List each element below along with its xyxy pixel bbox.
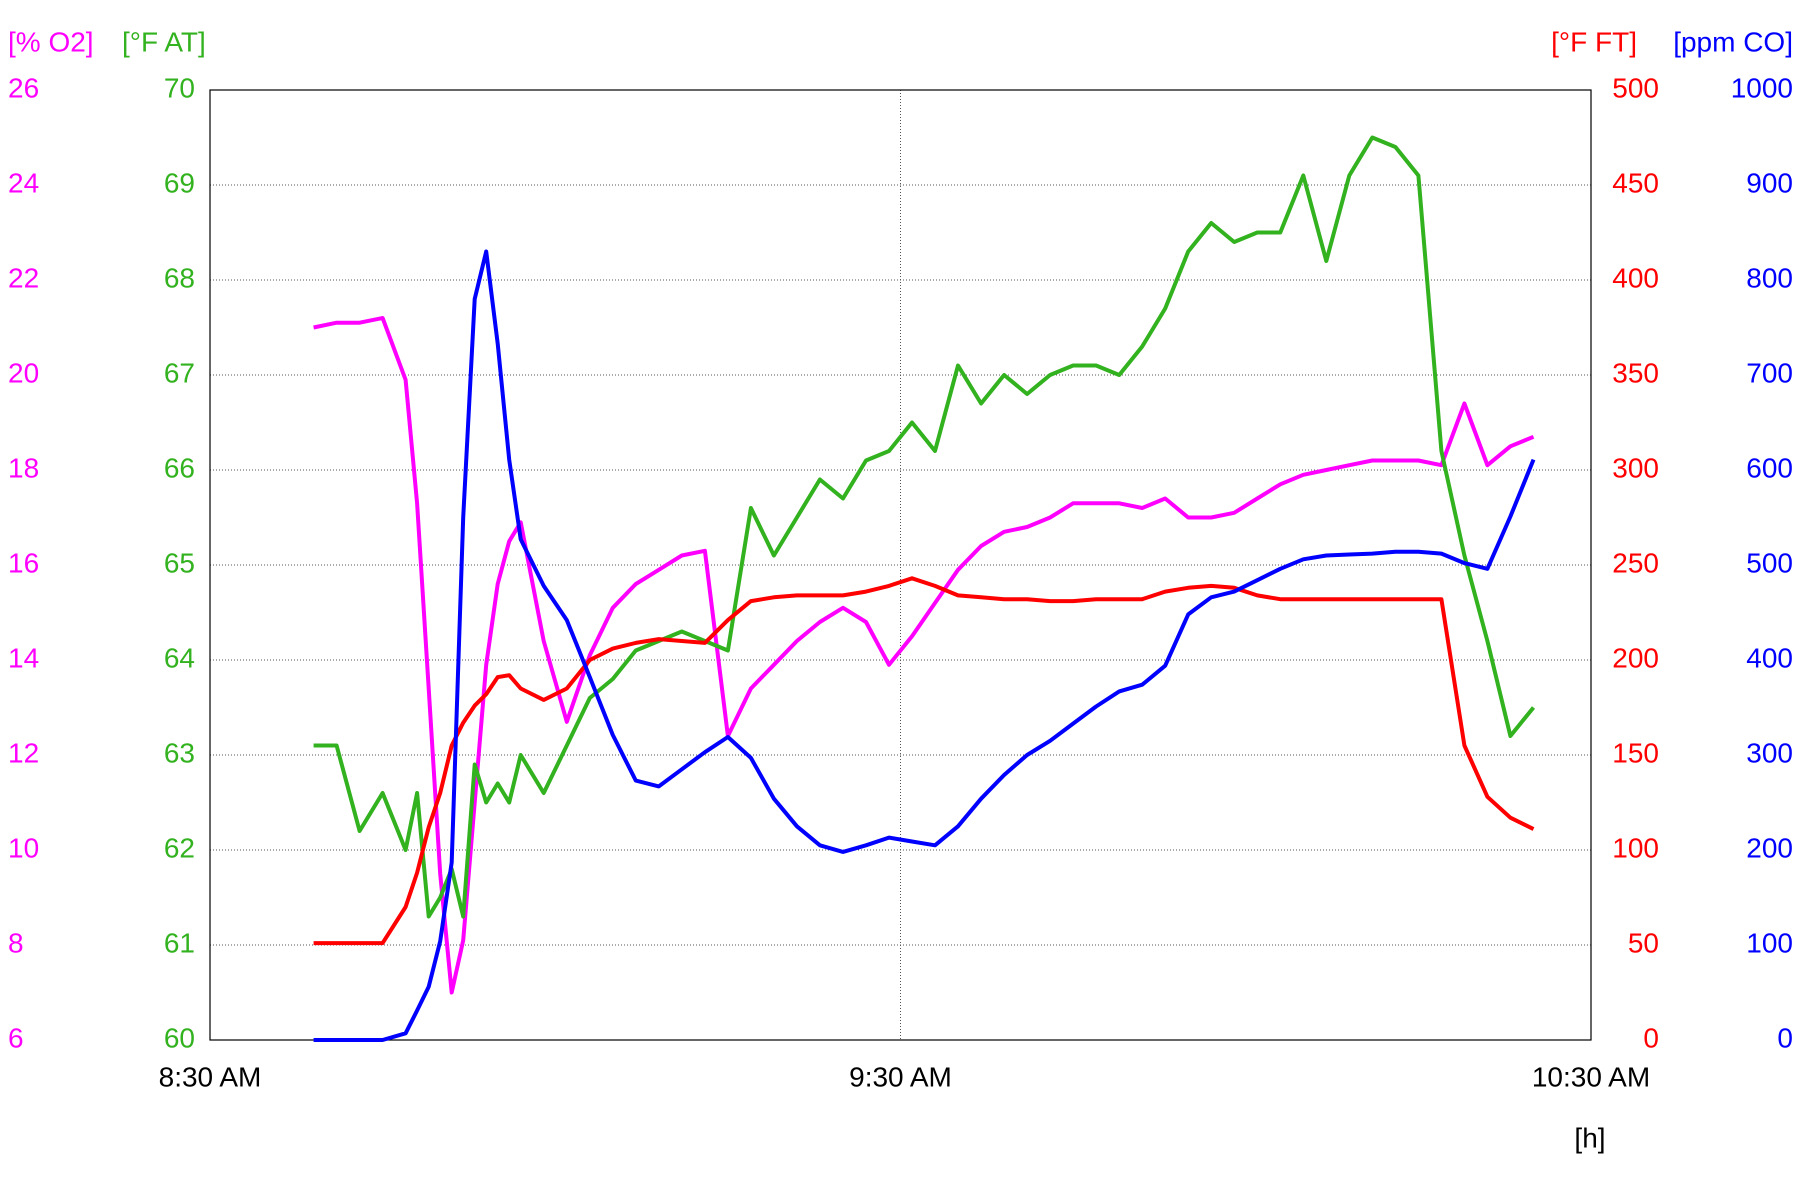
y-tick-label: 400 — [1746, 642, 1793, 673]
y-tick-label: 600 — [1746, 452, 1793, 483]
y-tick-label: 50 — [1628, 927, 1659, 958]
y-tick-label: 300 — [1612, 452, 1659, 483]
y-tick-label: 450 — [1612, 167, 1659, 198]
y-tick-label: 67 — [164, 357, 195, 388]
y-tick-label: 62 — [164, 832, 195, 863]
y-tick-label: 10 — [8, 832, 39, 863]
y-tick-label: 500 — [1612, 72, 1659, 103]
series-line — [313, 249, 1536, 1042]
y-tick-label: 63 — [164, 737, 195, 768]
x-axis-label: [h] — [1574, 1122, 1605, 1153]
y-tick-label: 6 — [8, 1022, 24, 1053]
y-tick-label: 200 — [1612, 642, 1659, 673]
x-tick-label: 8:30 AM — [159, 1061, 262, 1092]
y-tick-label: 900 — [1746, 167, 1793, 198]
y-tick-label: 400 — [1612, 262, 1659, 293]
y-tick-label: 24 — [8, 167, 39, 198]
y-tick-label: 14 — [8, 642, 39, 673]
y-tick-label: 8 — [8, 927, 24, 958]
x-tick-label: 10:30 AM — [1532, 1061, 1650, 1092]
y-tick-label: 22 — [8, 262, 39, 293]
plot-border — [209, 89, 1592, 1041]
y-tick-label: 1000 — [1731, 72, 1793, 103]
y-tick-label: 100 — [1746, 927, 1793, 958]
y-tick-label: 69 — [164, 167, 195, 198]
y-tick-label: 66 — [164, 452, 195, 483]
axis-header: [ppm CO] — [1673, 26, 1793, 57]
y-tick-label: 0 — [1643, 1022, 1659, 1053]
y-tick-label: 64 — [164, 642, 195, 673]
y-tick-label: 100 — [1612, 832, 1659, 863]
y-tick-label: 18 — [8, 452, 39, 483]
y-tick-label: 500 — [1746, 547, 1793, 578]
series-line — [313, 576, 1535, 946]
y-tick-label: 16 — [8, 547, 39, 578]
y-tick-label: 12 — [8, 737, 39, 768]
axis-header: [% O2] — [8, 26, 94, 57]
series-line — [313, 316, 1535, 995]
y-tick-label: 700 — [1746, 357, 1793, 388]
y-tick-label: 26 — [8, 72, 39, 103]
y-tick-label: 0 — [1777, 1022, 1793, 1053]
y-tick-label: 200 — [1746, 832, 1793, 863]
y-tick-label: 70 — [164, 72, 195, 103]
y-tick-label: 300 — [1746, 737, 1793, 768]
axis-header: [°F FT] — [1551, 26, 1637, 57]
y-tick-label: 65 — [164, 547, 195, 578]
y-tick-label: 68 — [164, 262, 195, 293]
y-tick-label: 350 — [1612, 357, 1659, 388]
y-tick-label: 250 — [1612, 547, 1659, 578]
axis-header: [°F AT] — [122, 26, 206, 57]
series-line — [313, 135, 1536, 919]
y-tick-label: 60 — [164, 1022, 195, 1053]
y-tick-label: 20 — [8, 357, 39, 388]
y-tick-label: 150 — [1612, 737, 1659, 768]
y-tick-label: 800 — [1746, 262, 1793, 293]
x-tick-label: 9:30 AM — [849, 1061, 952, 1092]
y-tick-label: 61 — [164, 927, 195, 958]
